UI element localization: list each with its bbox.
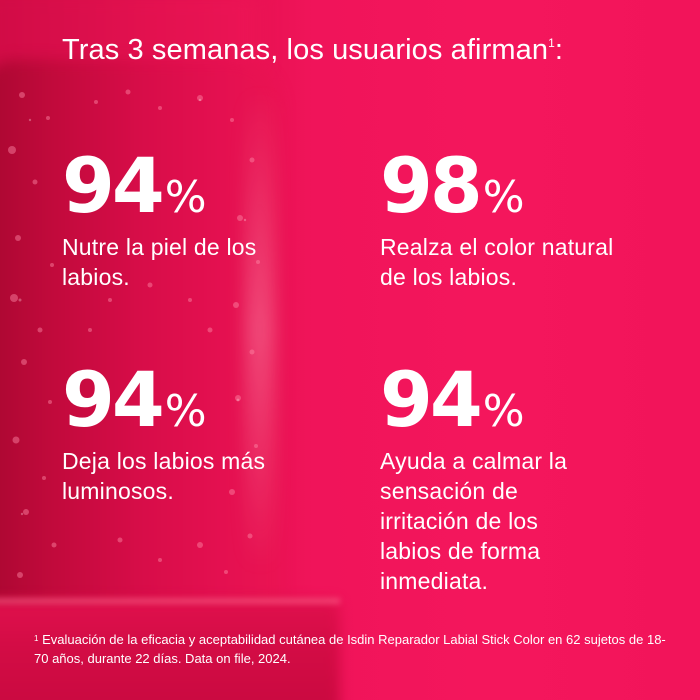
- stat-value: 94: [380, 355, 483, 444]
- heading-suffix: :: [554, 34, 564, 66]
- product-base-edge: [0, 598, 340, 604]
- stat-value: 94: [62, 355, 165, 444]
- stat-unit: %: [482, 386, 525, 437]
- stat-luminous: 94% Deja los labios más luminosos.: [62, 362, 312, 506]
- stat-description: Deja los labios más luminosos.: [62, 448, 266, 504]
- heading-text: Tras 3 semanas, los usuarios afirman: [62, 34, 549, 66]
- footnote-reference: 1: [548, 36, 555, 50]
- stat-unit: %: [164, 386, 207, 437]
- stat-unit: %: [482, 172, 525, 223]
- footnote-marker: 1: [34, 634, 39, 643]
- product-base-image: [0, 600, 340, 700]
- stat-description: Nutre la piel de los labios.: [62, 234, 257, 290]
- stat-value: 98: [380, 141, 483, 230]
- stat-soothe: 94% Ayuda a calmar la sensación de irrit…: [380, 362, 590, 596]
- stat-description: Ayuda a calmar la sensación de irritació…: [380, 448, 568, 594]
- product-highlight: [245, 90, 275, 570]
- lipstick-product-image: [0, 60, 280, 620]
- stat-description: Realza el color natural de los labios.: [380, 234, 614, 290]
- stat-color: 98% Realza el color natural de los labio…: [380, 148, 640, 292]
- footnote-text: Evaluación de la eficacia y aceptabilida…: [34, 632, 666, 666]
- product-cap-blur: [0, 0, 260, 70]
- stat-unit: %: [164, 172, 207, 223]
- footnote: 1 Evaluación de la eficacia y aceptabili…: [34, 630, 674, 668]
- heading: Tras 3 semanas, los usuarios afirman1:: [62, 34, 563, 67]
- stat-nourish: 94% Nutre la piel de los labios.: [62, 148, 312, 292]
- stat-value: 94: [62, 141, 165, 230]
